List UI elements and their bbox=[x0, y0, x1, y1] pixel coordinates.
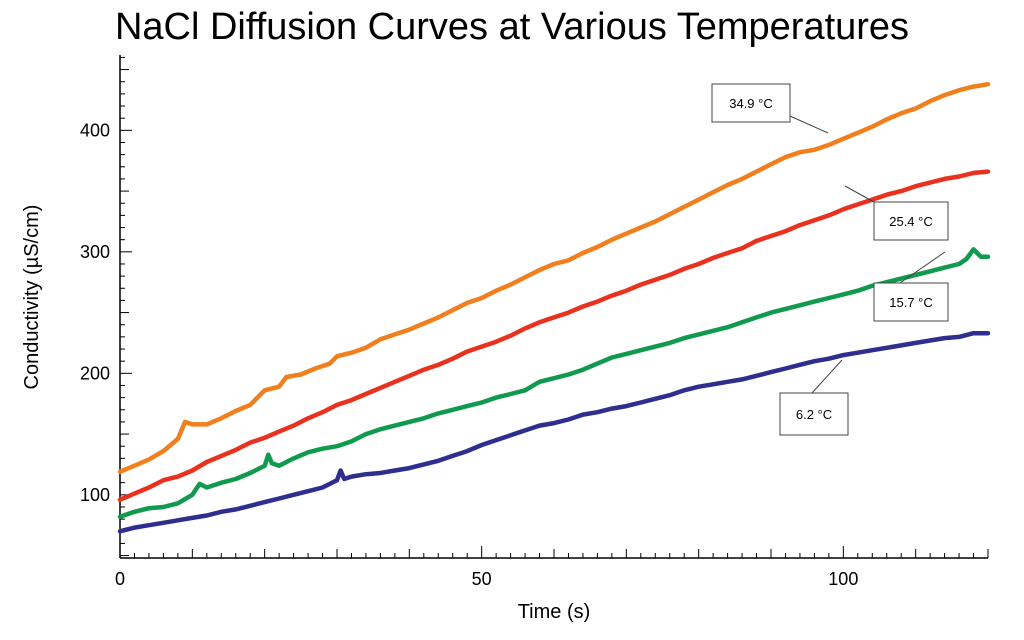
annotation-label: 15.7 °C bbox=[889, 295, 933, 310]
chart-title: NaCl Diffusion Curves at Various Tempera… bbox=[114, 6, 910, 48]
series-group bbox=[117, 81, 991, 534]
y-tick-label: 300 bbox=[80, 242, 110, 262]
annotation-leader bbox=[789, 115, 829, 134]
annotation-label: 34.9 °C bbox=[729, 96, 773, 111]
series-line-3 bbox=[117, 330, 991, 534]
x-tick-label: 100 bbox=[828, 569, 858, 589]
series-line-1 bbox=[117, 169, 991, 502]
annotation-box bbox=[873, 282, 949, 322]
annotation-label: 25.4 °C bbox=[889, 214, 933, 229]
x-tick-label: 50 bbox=[472, 569, 492, 589]
series-line-2 bbox=[117, 247, 991, 519]
y-tick-label: 200 bbox=[80, 363, 110, 383]
y-axis-title: Conductivity (µS/cm) bbox=[21, 205, 43, 390]
annotation-leader bbox=[899, 251, 946, 284]
annotation-box bbox=[873, 201, 949, 241]
ticks: 0 50 100 100 200 300 400 bbox=[80, 56, 989, 589]
annotation-box bbox=[779, 392, 849, 436]
x-tick-label: 0 bbox=[115, 569, 125, 589]
annotation-leader bbox=[844, 185, 875, 203]
annotation-label: 6.2 °C bbox=[796, 407, 832, 422]
annotation-leader bbox=[811, 359, 843, 394]
annotation-box bbox=[711, 83, 791, 123]
annotations: 34.9 °C 25.4 °C 15.7 °C 6.2 °C bbox=[711, 83, 949, 436]
y-tick-label: 400 bbox=[80, 120, 110, 140]
x-axis-title: Time (s) bbox=[518, 601, 591, 623]
series-line-0 bbox=[117, 81, 991, 474]
y-tick-label: 100 bbox=[80, 485, 110, 505]
